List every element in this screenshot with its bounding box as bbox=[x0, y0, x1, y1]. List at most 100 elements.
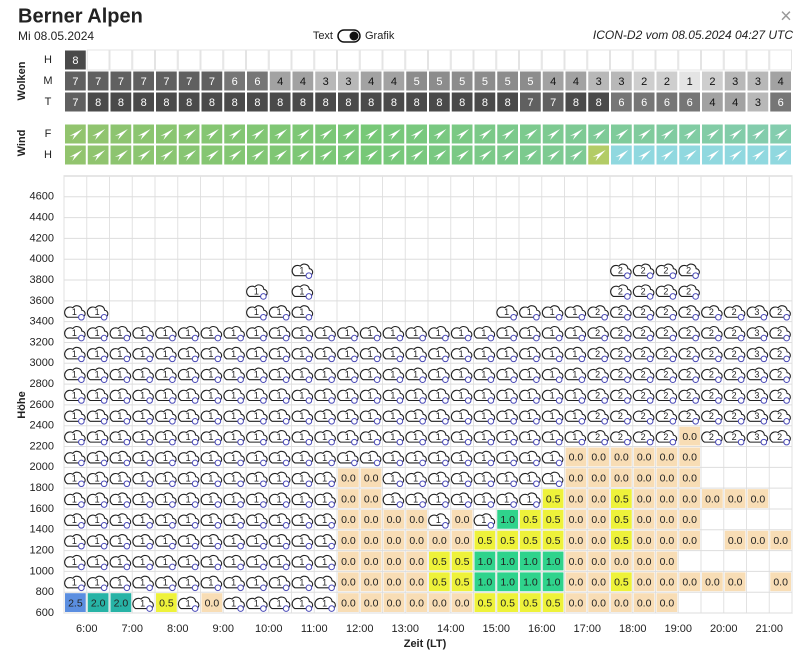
cloud-badge bbox=[351, 438, 358, 446]
precip-value: 0.0 bbox=[637, 452, 652, 464]
cloud-badge bbox=[783, 397, 790, 404]
precip-value: 0.0 bbox=[660, 597, 675, 609]
cloud-digit: 1 bbox=[390, 494, 395, 504]
precip-value: 0.0 bbox=[364, 556, 379, 568]
x-tick-label: 6:00 bbox=[76, 623, 97, 635]
cloud-value: 8 bbox=[573, 97, 579, 109]
precip-cell bbox=[565, 468, 587, 488]
precip-cell bbox=[360, 468, 382, 488]
cloud-digit: 1 bbox=[368, 349, 373, 359]
cloud-digit: 1 bbox=[413, 474, 418, 484]
cloud-badge bbox=[669, 397, 677, 404]
cloud-digit: 1 bbox=[72, 557, 77, 567]
cloud-digit: 2 bbox=[641, 349, 646, 359]
toggle-knob[interactable] bbox=[349, 31, 359, 41]
cloud-badge bbox=[442, 376, 449, 383]
precip-cell bbox=[497, 530, 518, 550]
precip-value: 0.0 bbox=[637, 535, 652, 547]
cloud-cell bbox=[155, 91, 178, 113]
precip-cell bbox=[724, 530, 746, 550]
precip-cell bbox=[451, 572, 473, 592]
cloud-digit: 1 bbox=[390, 453, 395, 463]
cloud-digit: 1 bbox=[208, 349, 213, 359]
wind-row-label: F bbox=[45, 128, 52, 140]
toggle-left-label: Text bbox=[313, 30, 333, 42]
precip-cell bbox=[679, 447, 700, 467]
cloud-digit: 2 bbox=[595, 328, 600, 338]
cloud-badge bbox=[260, 584, 267, 592]
cloud-badge bbox=[533, 459, 540, 467]
cloud-badge bbox=[78, 584, 85, 592]
cloud-badge bbox=[328, 438, 335, 446]
wind-arrow bbox=[592, 129, 606, 140]
cloud-badge bbox=[328, 501, 335, 508]
cloud-badge bbox=[214, 355, 222, 363]
precip-value: 0.0 bbox=[387, 577, 402, 589]
cloud-cell-empty bbox=[450, 49, 474, 71]
cloud-digit: 1 bbox=[322, 536, 327, 546]
cloud-badge bbox=[464, 480, 472, 488]
cloud-badge bbox=[464, 397, 472, 404]
cloud-value: 6 bbox=[687, 97, 693, 109]
cloud-digit: 1 bbox=[459, 328, 464, 338]
cloud-badge bbox=[487, 438, 495, 446]
wind-arrow bbox=[524, 129, 538, 140]
cloud-badge bbox=[237, 438, 244, 446]
cloud-badge bbox=[146, 501, 153, 508]
precip-value: 0.0 bbox=[364, 514, 379, 526]
cloud-badge bbox=[305, 313, 313, 321]
cloud-badge bbox=[214, 584, 222, 592]
precip-value: 0.0 bbox=[364, 535, 379, 547]
cloud-digit: 1 bbox=[322, 453, 327, 463]
precip-value: 0.0 bbox=[773, 577, 788, 589]
cloud-digit: 1 bbox=[163, 411, 168, 421]
cloud-cell bbox=[723, 91, 747, 113]
cloud-value: 3 bbox=[732, 76, 738, 88]
cloud-value: 7 bbox=[118, 76, 124, 88]
y-tick-label: 1400 bbox=[30, 524, 54, 536]
precip-value: 0.0 bbox=[728, 535, 743, 547]
cloud-badge bbox=[260, 522, 267, 529]
precip-cell bbox=[611, 572, 632, 592]
cloud-badge bbox=[783, 438, 790, 446]
cloud-badge bbox=[760, 438, 768, 446]
cloud-digit: 1 bbox=[140, 349, 145, 359]
cloud-badge bbox=[305, 438, 313, 446]
close-button[interactable]: × bbox=[780, 5, 792, 27]
cloud-cell-empty bbox=[564, 49, 588, 71]
cloud-value: 6 bbox=[641, 97, 647, 109]
precip-cell bbox=[679, 468, 700, 488]
cloud-digit: 1 bbox=[231, 474, 236, 484]
cloud-value: 7 bbox=[72, 76, 78, 88]
precip-cell bbox=[65, 593, 86, 612]
cloud-digit: 2 bbox=[709, 411, 714, 421]
cloud-badge bbox=[100, 522, 108, 529]
cloud-badge bbox=[533, 313, 540, 321]
cloud-cell bbox=[610, 70, 633, 92]
precip-cell bbox=[429, 593, 450, 612]
cloud-digit: 2 bbox=[732, 328, 737, 338]
cloud-badge bbox=[100, 418, 108, 425]
cloud-digit: 1 bbox=[186, 390, 191, 400]
cloud-digit: 1 bbox=[436, 515, 441, 525]
wind-arrow bbox=[92, 129, 106, 140]
cloud-badge bbox=[464, 334, 472, 342]
cloud-cell bbox=[496, 70, 519, 92]
cloud-digit: 2 bbox=[595, 432, 600, 442]
cloud-badge bbox=[100, 313, 108, 321]
view-toggle[interactable] bbox=[337, 29, 361, 43]
cloud-badge bbox=[464, 501, 472, 508]
precip-cell bbox=[520, 593, 541, 612]
cloud-digit: 1 bbox=[345, 390, 350, 400]
cloud-badge bbox=[305, 522, 313, 529]
cloud-value: 8 bbox=[436, 97, 442, 109]
cloud-badge bbox=[510, 438, 517, 446]
cloud-badge bbox=[237, 542, 244, 550]
cloud-digit: 2 bbox=[709, 432, 714, 442]
cloud-cell-empty bbox=[86, 49, 110, 71]
cloud-cell-empty bbox=[769, 49, 792, 71]
cloud-digit: 1 bbox=[254, 578, 259, 588]
x-tick-label: 15:00 bbox=[482, 623, 510, 635]
wind-arrow bbox=[592, 150, 606, 161]
cloud-cell bbox=[541, 70, 565, 92]
